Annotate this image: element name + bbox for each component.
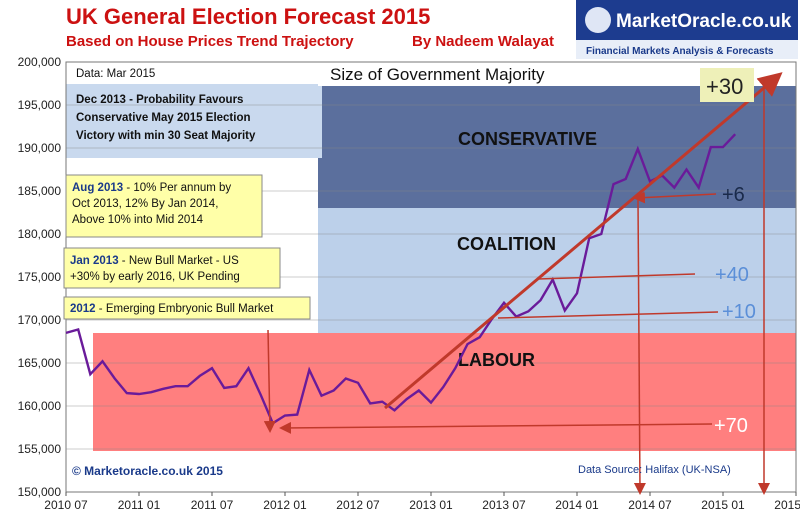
y-tick-label: 155,000 — [18, 442, 62, 456]
x-tick-label: 2014 07 — [628, 498, 672, 512]
conservative-label: CONSERVATIVE — [458, 129, 597, 149]
x-tick-label: 2014 01 — [555, 498, 599, 512]
plus6-label: +6 — [722, 184, 745, 206]
marketoracle-logo: MarketOracle.co.uk Financial Markets Ana… — [576, 0, 798, 59]
labour-label: LABOUR — [458, 350, 535, 370]
plus40-label: +40 — [715, 264, 749, 286]
svg-text:Oct 2013, 12% By Jan 2014,: Oct 2013, 12% By Jan 2014, — [72, 198, 218, 210]
y-tick-label: 165,000 — [18, 356, 62, 370]
trend-arrow-main — [384, 72, 783, 410]
arrow-plus40 — [537, 273, 696, 280]
x-tick-label: 2015 01 — [701, 498, 745, 512]
drop-arrow-2014 — [633, 199, 646, 495]
x-tick-label: 2013 01 — [409, 498, 453, 512]
trend-arrows — [263, 72, 783, 495]
data-date-label: Data: Mar 2015 — [76, 68, 155, 80]
y-tick-label: 160,000 — [18, 399, 62, 413]
author-label: By Nadeem Walayat — [412, 33, 554, 50]
aug2013-annotation: Aug 2013 - 10% Per annum by Oct 2013, 12… — [65, 174, 263, 238]
svg-text:Aug 2013 - 10% Per annum by: Aug 2013 - 10% Per annum by — [72, 182, 231, 194]
dec2013-annotation: Dec 2013 - Probability Favours Conservat… — [76, 94, 256, 142]
svg-text:Financial Markets Analysis & F: Financial Markets Analysis & Forecasts — [586, 46, 774, 57]
plus10-label: +10 — [722, 301, 756, 323]
x-tick-label: 2013 07 — [482, 498, 526, 512]
y-axis: 150,000 155,000 160,000 165,000 170,000 175,0… — [18, 55, 62, 499]
svg-text:2012 - Emerging Embryonic Bull: 2012 - Emerging Embryonic Bull Market — [70, 303, 274, 315]
y-tick-label: 185,000 — [18, 184, 62, 198]
jan2013-annotation: Jan 2013 - New Bull Market - US +30% by … — [63, 247, 281, 289]
svg-text:Conservative May 2015 Election: Conservative May 2015 Election — [76, 112, 251, 124]
plus30-box — [700, 68, 754, 102]
arrow-plus70 — [279, 421, 713, 434]
plus30-label: +30 — [706, 74, 743, 99]
svg-text:Victory with min 30 Seat Major: Victory with min 30 Seat Majority — [76, 130, 256, 142]
y-tick-label: 175,000 — [18, 270, 62, 284]
coalition-label: COALITION — [457, 234, 556, 254]
svg-text:Jan 2013 - New Bull Market - U: Jan 2013 - New Bull Market - US — [70, 255, 239, 267]
labour-zone — [93, 333, 796, 451]
oracle-figure-icon — [585, 7, 611, 33]
dec2013-box — [66, 84, 322, 158]
arrow-plus6 — [633, 191, 717, 204]
copyright-label: © Marketoracle.co.uk 2015 — [72, 464, 223, 478]
data-date-box — [66, 62, 206, 82]
x-axis: 2010 07 2011 01 2011 07 2012 01 2012 07 2013 … — [44, 492, 800, 512]
y2012-annotation: 2012 - Emerging Embryonic Bull Market — [63, 296, 311, 320]
chart-subtitle: Based on House Prices Trend Trajectory — [66, 33, 354, 50]
source-label: Data Source: Halifax (UK-NSA) — [578, 464, 731, 476]
x-tick-label: 2010 07 — [44, 498, 88, 512]
y-tick-label: 150,000 — [18, 485, 62, 499]
y-tick-label: 180,000 — [18, 227, 62, 241]
plus70-label: +70 — [714, 415, 748, 437]
svg-text:+30% by early 2016, UK Pending: +30% by early 2016, UK Pending — [70, 271, 240, 283]
y-tick-label: 190,000 — [18, 141, 62, 155]
x-tick-label: 2012 07 — [336, 498, 380, 512]
drop-arrow-2012 — [263, 329, 276, 433]
chart-title: UK General Election Forecast 2015 — [66, 4, 430, 29]
y-tick-label: 200,000 — [18, 55, 62, 69]
arrow-plus10 — [497, 311, 719, 319]
svg-text:Dec 2013 - Probability Favours: Dec 2013 - Probability Favours — [76, 94, 243, 106]
svg-text:Above 10% into Mid 2014: Above 10% into Mid 2014 — [72, 214, 204, 226]
house-price-line — [65, 133, 737, 425]
majority-title: Size of Government Majority — [330, 65, 545, 84]
x-tick-label: 2011 01 — [118, 498, 161, 512]
x-tick-label: 2011 07 — [191, 498, 234, 512]
x-tick-label: 2015 07 — [774, 498, 800, 512]
svg-text:MarketOracle.co.uk: MarketOracle.co.uk — [616, 11, 792, 32]
y-tick-label: 195,000 — [18, 98, 62, 112]
y-tick-label: 170,000 — [18, 313, 62, 327]
x-tick-label: 2012 01 — [263, 498, 307, 512]
